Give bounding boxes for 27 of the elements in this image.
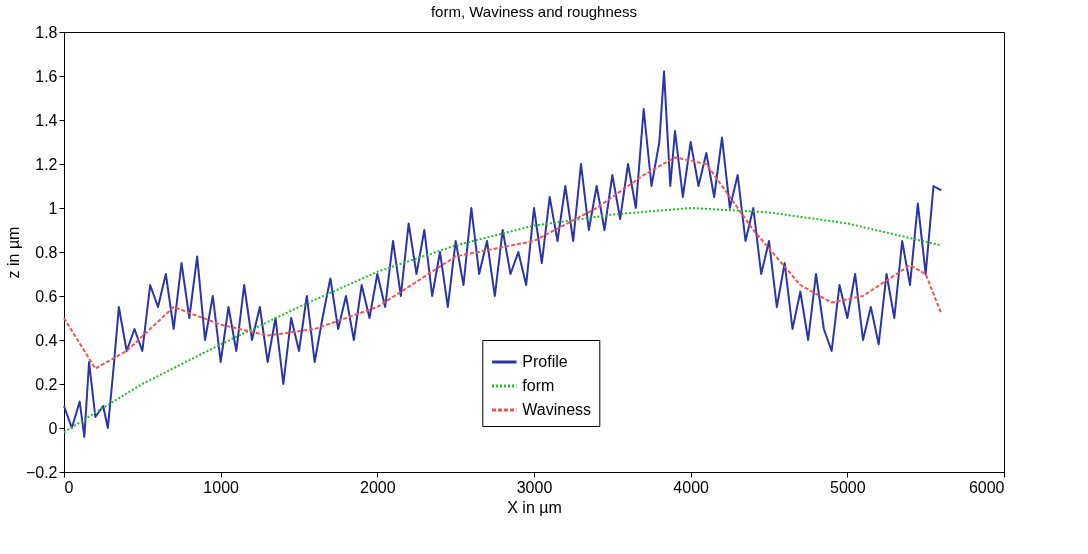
x-axis-title: X in µm	[507, 498, 562, 516]
y-tick-label: 0.2	[35, 375, 58, 393]
line-series	[63, 70, 943, 438]
x-tick-label: 4000	[673, 478, 710, 496]
y-axis-title: z in µm	[4, 226, 22, 279]
y-tick-label: 0.6	[35, 287, 58, 305]
line-series	[63, 156, 943, 370]
chart-title: form, Waviness and roughness	[430, 3, 638, 20]
legend-label: Waviness	[522, 401, 592, 418]
y-tick-label: 1	[48, 199, 58, 217]
x-tick-label: 1000	[203, 478, 240, 496]
y-tick-label: −0.2	[25, 463, 58, 481]
x-tick-label: 3000	[516, 478, 553, 496]
y-tick-label: 1.2	[35, 155, 58, 173]
y-tick-label: 0	[48, 419, 58, 437]
x-tick-label: 0	[64, 478, 74, 496]
x-tick-label: 2000	[360, 478, 396, 496]
x-tick-label: 6000	[968, 478, 1005, 496]
legend-label: form	[522, 377, 555, 394]
y-tick-label: 1.4	[35, 111, 58, 129]
y-tick-label: 0.8	[35, 243, 58, 261]
line-series	[63, 207, 943, 434]
y-tick-label: 1.6	[35, 67, 58, 85]
y-tick-label: 1.8	[35, 23, 58, 41]
x-tick-label: 5000	[830, 478, 866, 496]
y-tick-label: 0.4	[35, 331, 58, 349]
legend-label: Profile	[522, 353, 568, 370]
